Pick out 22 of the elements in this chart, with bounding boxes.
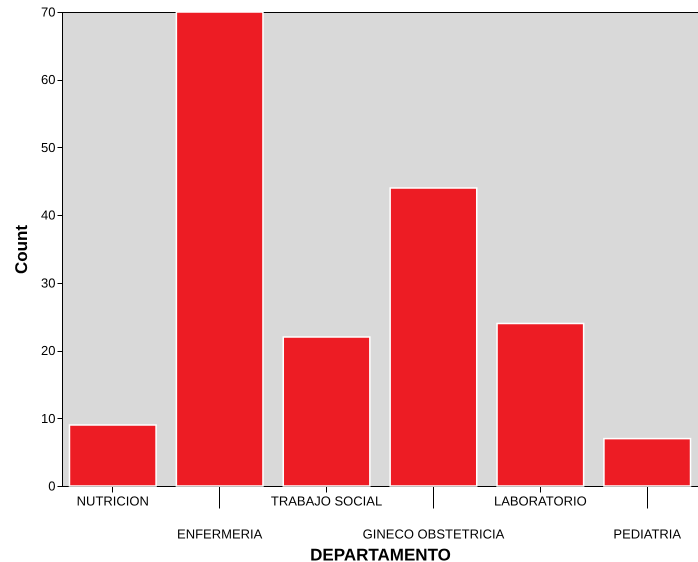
x-tick-label: PEDIATRIA [613,526,682,542]
x-axis-title: DEPARTAMENTO [310,546,451,562]
x-tick-label: ENFERMERIA [177,526,263,542]
y-tick-label: 70 [41,4,56,20]
x-tick-label: LABORATORIO [494,494,587,508]
y-tick-label: 40 [41,208,56,223]
y-tick-label: 60 [41,72,56,88]
y-tick-label: 50 [41,140,56,155]
bar [176,11,264,487]
bar [282,336,371,487]
x-tick-label: TRABAJO SOCIAL [270,494,382,508]
y-tick-label: 10 [41,410,56,426]
bar [68,424,157,487]
y-axis-title: Count [12,224,32,274]
bar [603,438,692,487]
y-tick-label: 30 [41,275,56,290]
bar [389,187,478,487]
bar [496,322,584,487]
y-tick-label: 20 [41,343,56,358]
x-tick-label: GINECO OBSTETRICIA [362,526,505,542]
x-tick-label: NUTRICION [76,494,149,508]
y-tick-label: 0 [48,478,56,494]
